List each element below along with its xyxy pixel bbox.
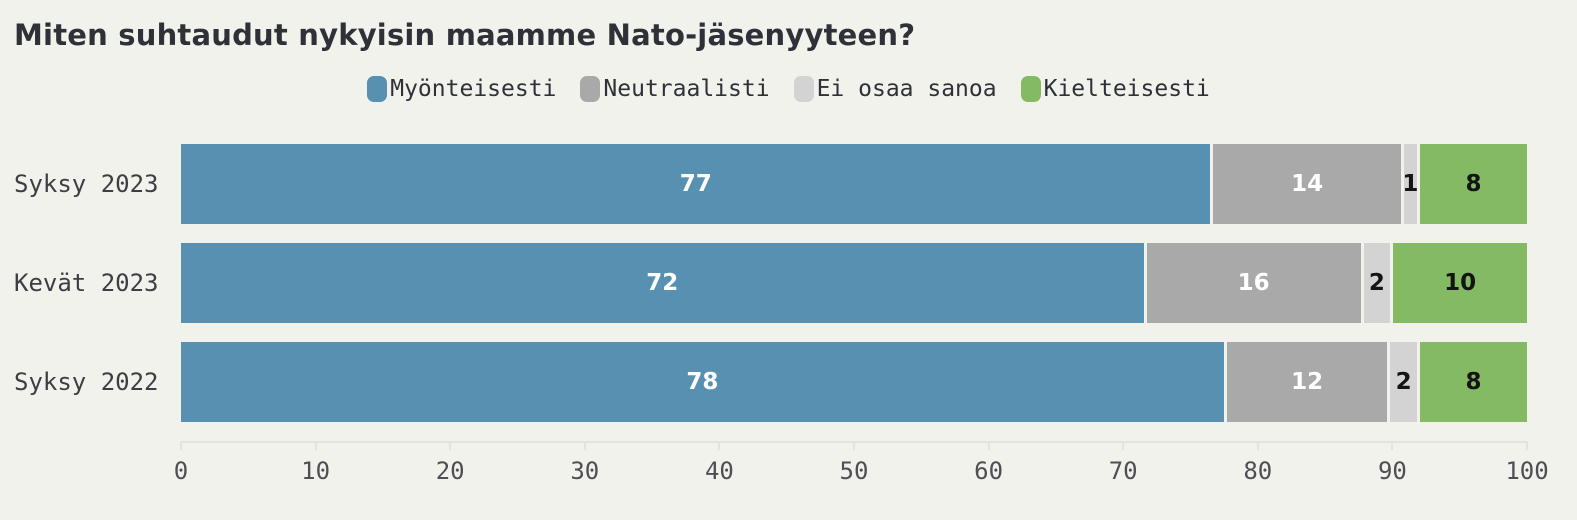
axis-tick-label: 50: [839, 457, 869, 485]
segment-value-label: 1: [1402, 171, 1419, 197]
axis-tick-label: 100: [1505, 457, 1549, 485]
bar-segment: 78: [181, 342, 1224, 422]
legend-label: Kielteisesti: [1043, 76, 1210, 102]
segment-value-label: 8: [1465, 369, 1482, 395]
bar-segment: 8: [1420, 144, 1527, 224]
axis-tick-label: 40: [704, 457, 734, 485]
legend-swatch-icon: [1020, 76, 1041, 102]
chart-row: Syksy 2023 77 14 1 8: [0, 144, 1577, 224]
legend-swatch-icon: [367, 76, 388, 102]
axis-tick: [987, 441, 990, 450]
axis-tick-label: 90: [1377, 457, 1407, 485]
stacked-bar: 77 14 1 8: [181, 144, 1527, 224]
segment-value-label: 16: [1237, 270, 1270, 296]
bar-segment: 8: [1420, 342, 1527, 422]
bar-segment: 10: [1393, 243, 1527, 323]
segment-value-label: 14: [1291, 171, 1324, 197]
chart-rows: Syksy 2023 77 14 1 8 Kevät 2023 72 16 2 10 Syksy 2…: [0, 144, 1577, 422]
bar-segment: 12: [1226, 342, 1388, 422]
segment-value-label: 2: [1368, 270, 1385, 296]
segment-value-label: 72: [646, 270, 679, 296]
row-label: Syksy 2022: [14, 368, 159, 396]
bar-segment: 72: [181, 243, 1144, 323]
legend-label: Myönteisesti: [390, 76, 557, 102]
axis-tick: [1256, 441, 1259, 450]
axis-tick-label: 60: [974, 457, 1004, 485]
axis-tick-label: 70: [1108, 457, 1138, 485]
legend-swatch-icon: [580, 76, 601, 102]
axis-tick: [718, 441, 721, 450]
segment-value-label: 78: [686, 369, 719, 395]
row-label: Syksy 2023: [14, 170, 159, 198]
legend-item: Ei osaa sanoa: [793, 76, 997, 102]
chart-row: Syksy 2022 78 12 2 8: [0, 342, 1577, 422]
axis-tick: [1391, 441, 1394, 450]
segment-value-label: 2: [1395, 369, 1412, 395]
bar-segment: 1: [1402, 144, 1419, 224]
chart: Syksy 2023 77 14 1 8 Kevät 2023 72 16 2 10 Syksy 2…: [0, 144, 1577, 501]
legend-swatch-icon: [793, 76, 814, 102]
axis-tick-label: 30: [570, 457, 600, 485]
axis-tick: [180, 441, 182, 450]
axis-tick: [314, 441, 317, 450]
row-label: Kevät 2023: [14, 269, 159, 297]
axis-tick-label: 20: [435, 457, 465, 485]
axis-tick: [1526, 441, 1528, 450]
axis-tick: [583, 441, 586, 450]
legend-label: Neutraalisti: [603, 76, 770, 102]
segment-value-label: 77: [679, 171, 712, 197]
axis-tick-label: 10: [301, 457, 331, 485]
segment-value-label: 8: [1465, 171, 1482, 197]
legend-label: Ei osaa sanoa: [816, 76, 997, 102]
legend-item: Kielteisesti: [1020, 76, 1210, 102]
bar-segment: 77: [181, 144, 1211, 224]
page-title: Miten suhtaudut nykyisin maamme Nato-jäs…: [14, 18, 916, 52]
axis-tick-label: 0: [173, 457, 189, 485]
bar-segment: 14: [1213, 144, 1401, 224]
stacked-bar: 72 16 2 10: [181, 243, 1527, 323]
chart-row: Kevät 2023 72 16 2 10: [0, 243, 1577, 323]
axis-tick: [1122, 441, 1125, 450]
legend: Myönteisesti Neutraalisti Ei osaa sanoa Kie…: [0, 76, 1577, 102]
bar-segment: 16: [1146, 243, 1361, 323]
x-axis: 0 10 20 30 40 50 60 70 80 90 100: [174, 441, 1549, 501]
legend-item: Neutraalisti: [580, 76, 770, 102]
axis-tick: [449, 441, 452, 450]
axis-tick-label: 80: [1243, 457, 1273, 485]
axis-tick: [853, 441, 855, 450]
stacked-bar: 78 12 2 8: [181, 342, 1527, 422]
segment-value-label: 12: [1291, 369, 1324, 395]
legend-item: Myönteisesti: [367, 76, 556, 102]
bar-segment: 2: [1363, 243, 1391, 323]
bar-segment: 2: [1390, 342, 1418, 422]
segment-value-label: 10: [1444, 270, 1477, 296]
